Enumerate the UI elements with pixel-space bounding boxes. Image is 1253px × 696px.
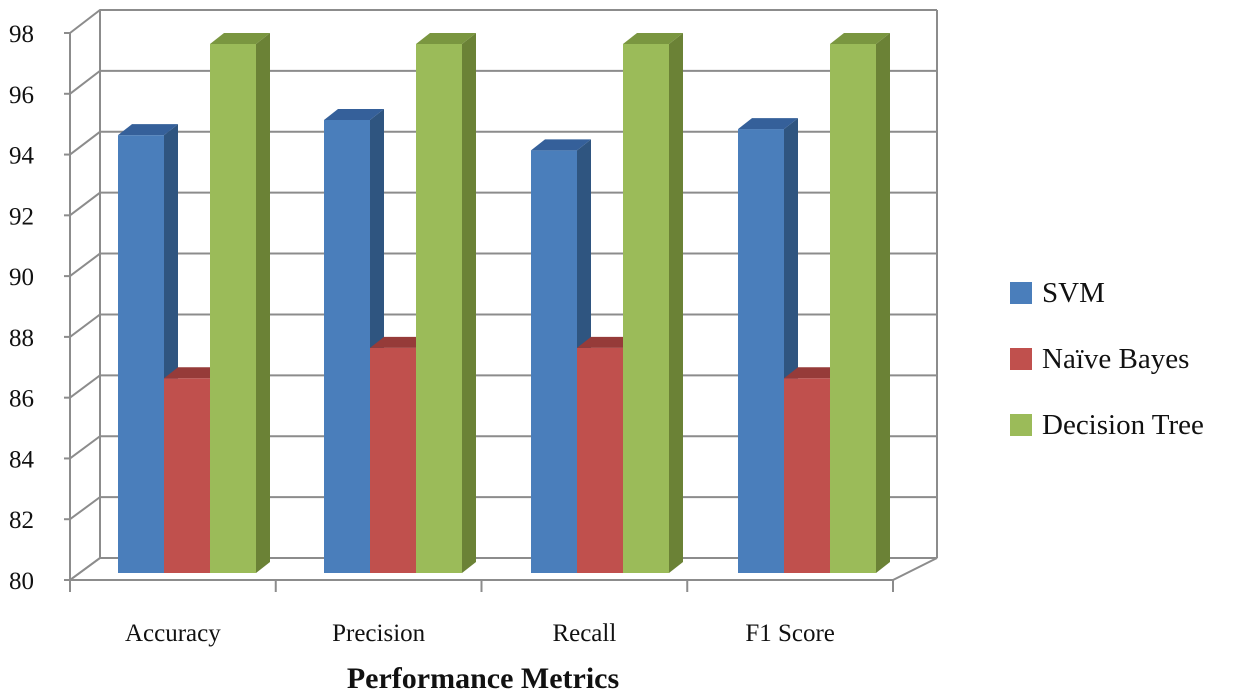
x-tick-label: Recall [552,620,616,647]
bar-decision-tree-accuracy [210,33,270,573]
bar-front-face [784,378,830,573]
legend-item: Naïve Bayes [1010,343,1189,375]
legend-swatch [1010,348,1032,370]
y-tick-label: 86 [9,386,34,413]
bar-front-face [324,119,370,573]
legend-swatch [1010,282,1032,304]
bar-top-face [738,118,798,130]
bar-top-face [416,33,476,44]
bar-top-face [210,33,270,44]
y-tick-labels: 80 82 84 86 88 90 92 94 96 98 [9,21,70,595]
axes [69,10,938,592]
x-tick-label: Accuracy [125,620,221,647]
y-tick-label: 88 [9,325,34,352]
bar-decision-tree-f1-score [830,33,890,573]
bar-top-face [623,33,683,44]
y-tick-label: 94 [9,143,35,170]
bar-front-face [164,378,210,573]
back-wall [100,10,937,558]
bar-top-face [830,33,890,44]
y-tick-label: 96 [9,82,34,109]
legend: SVM Naïve Bayes Decision Tree [1010,277,1204,441]
bar-decision-tree-recall [623,33,683,573]
bar-top-face [118,124,178,136]
bar-top-face [531,139,591,151]
x-tick-labels: Accuracy Precision Recall F1 Score [125,620,835,647]
legend-item: Decision Tree [1010,409,1204,441]
x-axis-title: Performance Metrics [347,662,619,695]
y-tick-label: 80 [9,568,34,595]
y-tick-label: 84 [9,446,35,473]
bar-front-face [738,129,784,574]
bar-front-face [416,44,462,573]
y-tick-label: 90 [9,264,34,291]
bar-front-face [370,347,416,573]
bars [118,33,890,574]
legend-label: SVM [1042,277,1105,309]
legend-swatch [1010,414,1032,436]
x-tick-label: Precision [332,620,426,647]
chart-walls [66,10,938,581]
y-tick-label: 82 [9,507,34,534]
bar-top-face [577,336,637,348]
bar-side-face [876,33,890,573]
bar-front-face [210,44,256,573]
bar-top-face [324,108,384,120]
bar-top-face [164,367,224,379]
bar-top-face [784,367,844,379]
legend-item: SVM [1010,277,1105,309]
y-tick-label: 98 [9,21,34,48]
bar-decision-tree-precision [416,33,476,573]
bar-side-face [256,33,270,573]
bar-front-face [623,44,669,573]
bar-front-face [531,150,577,573]
bar-side-face [462,33,476,573]
y-tick-label: 92 [9,203,34,230]
bar-top-face [370,336,430,348]
legend-label: Naïve Bayes [1042,343,1189,375]
bar-front-face [577,347,623,573]
bar-side-face [669,33,683,573]
x-tick-label: F1 Score [745,620,835,647]
bar-front-face [118,135,164,573]
legend-label: Decision Tree [1042,409,1204,441]
bar-front-face [830,44,876,573]
